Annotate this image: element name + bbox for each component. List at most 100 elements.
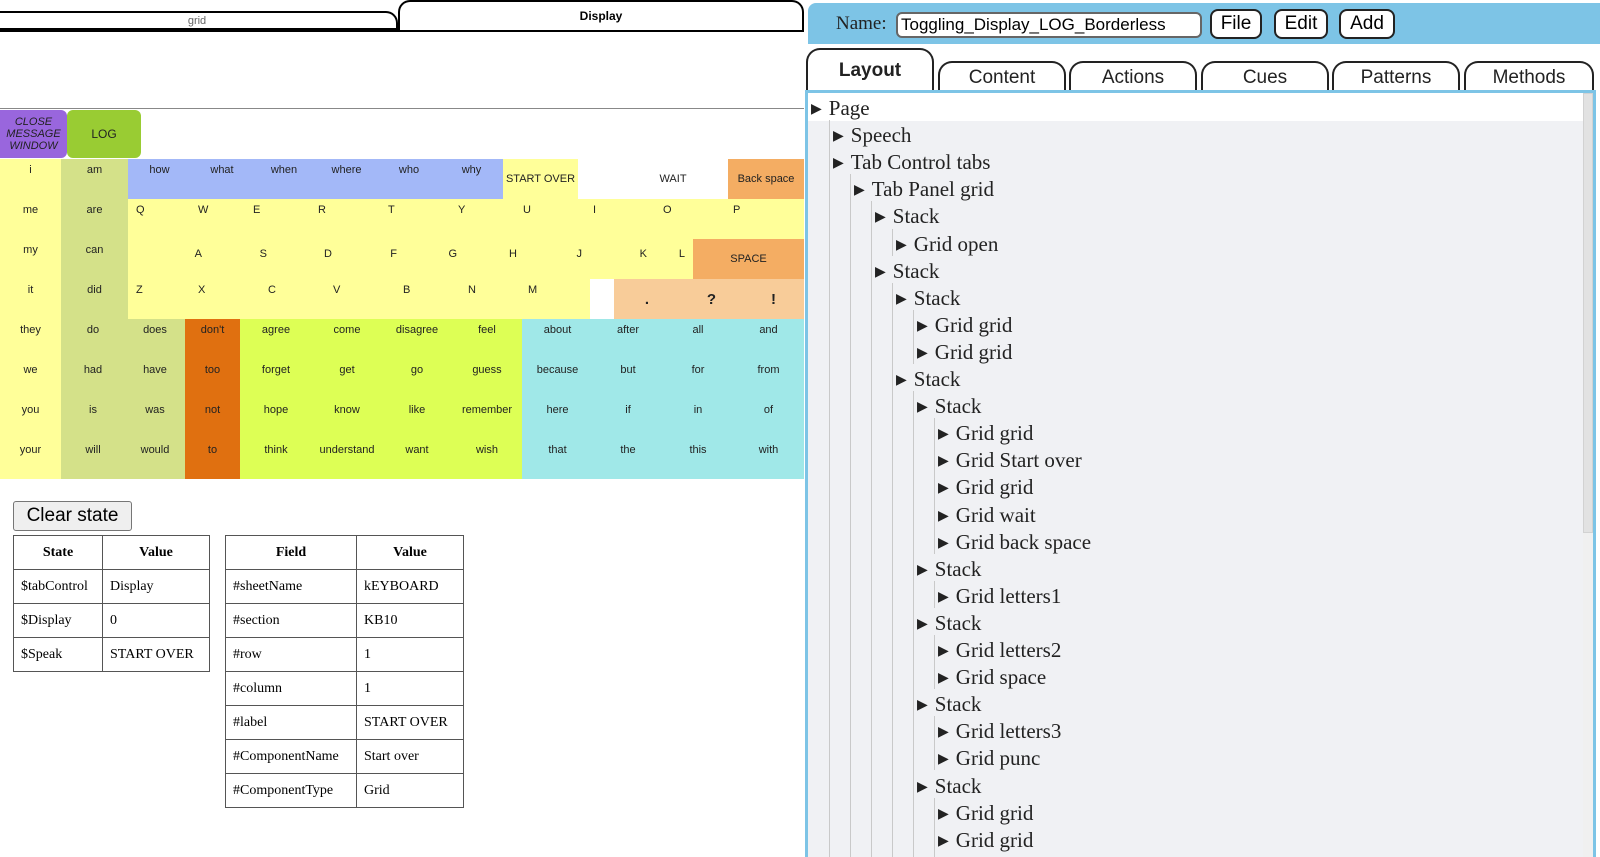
key-w[interactable]: W — [190, 199, 245, 239]
key-who[interactable]: who — [378, 159, 440, 199]
tab-actions[interactable]: Actions — [1069, 61, 1197, 92]
expand-triangle-icon[interactable]: ▶ — [938, 589, 949, 605]
expand-triangle-icon[interactable]: ▶ — [938, 454, 949, 470]
key-word-about[interactable]: about — [522, 319, 593, 359]
tree-node[interactable]: ▶ Grid space — [938, 665, 1046, 691]
key-word-from[interactable]: from — [733, 359, 804, 399]
tree-node[interactable]: ▶ Tab Control tabs — [833, 150, 990, 176]
scrollbar[interactable] — [1583, 93, 1593, 857]
key-word-but[interactable]: but — [593, 359, 663, 399]
expand-triangle-icon[interactable]: ▶ — [896, 237, 907, 253]
key-word-wish[interactable]: wish — [452, 439, 522, 479]
key-word-get[interactable]: get — [312, 359, 382, 399]
key-word-all[interactable]: all — [663, 319, 733, 359]
key-e[interactable]: E — [245, 199, 310, 239]
expand-triangle-icon[interactable]: ▶ — [917, 616, 928, 632]
key-word-disagree[interactable]: disagree — [382, 319, 452, 359]
key-word-if[interactable]: if — [593, 399, 663, 439]
file-button[interactable]: File — [1210, 9, 1262, 39]
space-button[interactable]: SPACE — [693, 239, 804, 279]
key-word-here[interactable]: here — [522, 399, 593, 439]
key-i[interactable]: I — [585, 199, 655, 239]
expand-triangle-icon[interactable]: ▶ — [917, 400, 928, 416]
key-o[interactable]: O — [655, 199, 725, 239]
key-word-not[interactable]: not — [185, 399, 240, 439]
expand-triangle-icon[interactable]: ▶ — [917, 779, 928, 795]
expand-triangle-icon[interactable]: ▶ — [938, 644, 949, 659]
key-p[interactable]: P — [725, 199, 804, 239]
wait-button[interactable]: WAIT — [659, 173, 687, 185]
key-word-this[interactable]: this — [663, 439, 733, 479]
key-me[interactable]: me — [0, 199, 61, 239]
key-word-have[interactable]: have — [125, 359, 185, 399]
key-punc-0[interactable]: . — [614, 279, 680, 319]
key-when[interactable]: when — [253, 159, 315, 199]
clear-state-button[interactable]: Clear state — [13, 501, 132, 531]
expand-triangle-icon[interactable]: ▶ — [938, 481, 949, 497]
key-are[interactable]: are — [61, 199, 128, 239]
key-word-with[interactable]: with — [733, 439, 804, 479]
name-input[interactable] — [896, 12, 1202, 38]
edit-button[interactable]: Edit — [1274, 9, 1328, 39]
key-word-of[interactable]: of — [733, 399, 804, 439]
expand-triangle-icon[interactable]: ▶ — [896, 373, 907, 388]
tree-node[interactable]: ▶ Stack — [917, 692, 981, 718]
expand-triangle-icon[interactable]: ▶ — [917, 698, 928, 714]
tree-node[interactable]: ▶ Grid letters3 — [938, 719, 1061, 745]
log-button[interactable]: LOG — [67, 110, 141, 158]
key-am[interactable]: am — [61, 159, 128, 199]
tree-node[interactable]: ▶ Grid grid — [917, 340, 1012, 366]
key-my[interactable]: my — [0, 239, 61, 279]
key-word-we[interactable]: we — [0, 359, 61, 399]
key-y[interactable]: Y — [450, 199, 515, 239]
key-k[interactable]: K — [590, 239, 655, 279]
expand-triangle-icon[interactable]: ▶ — [917, 345, 928, 361]
key-word-feel[interactable]: feel — [452, 319, 522, 359]
key-z[interactable]: Z — [128, 279, 190, 319]
key-what[interactable]: what — [191, 159, 253, 199]
key-how[interactable]: how — [128, 159, 191, 199]
tab-methods[interactable]: Methods — [1464, 61, 1594, 92]
key-word-because[interactable]: because — [522, 359, 593, 399]
expand-triangle-icon[interactable]: ▶ — [875, 264, 886, 280]
key-q[interactable]: Q — [128, 199, 190, 239]
key-v[interactable]: V — [325, 279, 395, 319]
backspace-button[interactable]: Back space — [728, 159, 804, 199]
key-d[interactable]: D — [275, 239, 340, 279]
key-why[interactable]: why — [440, 159, 503, 199]
expand-triangle-icon[interactable]: ▶ — [938, 752, 949, 768]
key-t[interactable]: T — [380, 199, 450, 239]
key-b[interactable]: B — [395, 279, 460, 319]
tree-node[interactable]: ▶ Stack — [917, 557, 981, 583]
key-did[interactable]: did — [61, 279, 128, 319]
key-word-forget[interactable]: forget — [240, 359, 312, 399]
key-word-to[interactable]: to — [185, 439, 240, 479]
key-word-do[interactable]: do — [61, 319, 125, 359]
tree-node[interactable]: ▶ Grid letters2 — [938, 638, 1061, 664]
key-m[interactable]: M — [520, 279, 590, 319]
tab-grid[interactable]: grid — [0, 11, 398, 31]
key-word-guess[interactable]: guess — [452, 359, 522, 399]
tab-display[interactable]: Display — [398, 0, 804, 31]
tab-content[interactable]: Content — [938, 61, 1066, 92]
tree-node[interactable]: ▶ Tab Panel grid — [854, 177, 994, 203]
expand-triangle-icon[interactable]: ▶ — [833, 156, 844, 172]
key-word-agree[interactable]: agree — [240, 319, 312, 359]
tree-node[interactable]: ▶ Grid grid — [938, 421, 1033, 447]
key-f[interactable]: F — [340, 239, 405, 279]
key-word-think[interactable]: think — [240, 439, 312, 479]
key-word-understand[interactable]: understand — [312, 439, 382, 479]
key-punc-2[interactable]: ! — [743, 279, 804, 319]
expand-triangle-icon[interactable]: ▶ — [854, 183, 865, 199]
key-word-want[interactable]: want — [382, 439, 452, 479]
key-a[interactable]: A — [128, 239, 210, 279]
tree-node[interactable]: ▶ Grid grid — [938, 475, 1033, 501]
key-g[interactable]: G — [405, 239, 465, 279]
expand-triangle-icon[interactable]: ▶ — [833, 129, 844, 145]
key-word-that[interactable]: that — [522, 439, 593, 479]
expand-triangle-icon[interactable]: ▶ — [938, 535, 949, 551]
tree-node[interactable]: ▶ Speech — [833, 123, 911, 149]
tree-node[interactable]: ▶ Stack — [917, 774, 981, 800]
tree-node[interactable]: ▶ Grid grid — [917, 313, 1012, 339]
key-word-would[interactable]: would — [125, 439, 185, 479]
